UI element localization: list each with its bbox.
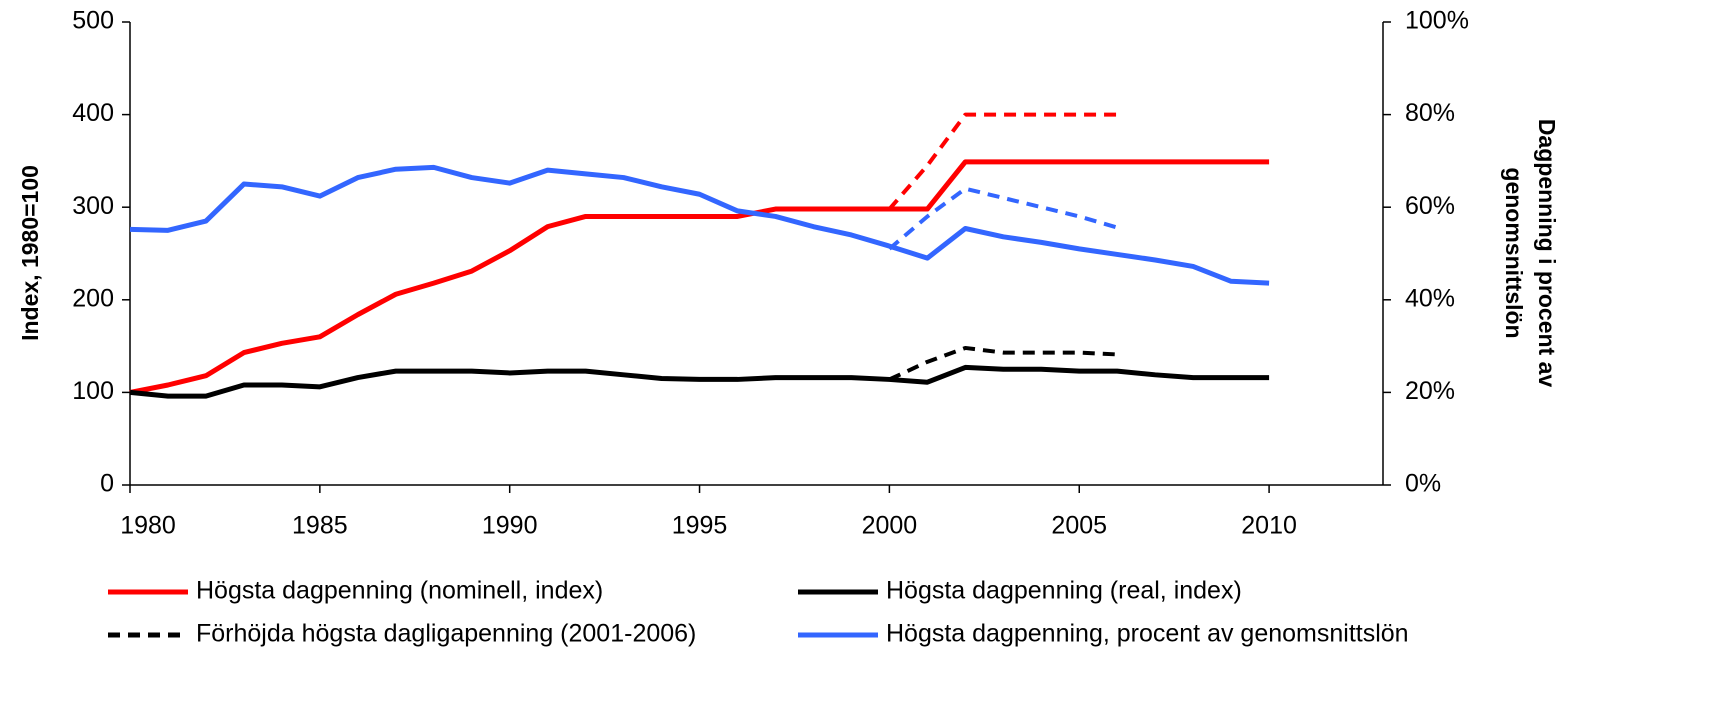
y-tick-label: 500 (72, 7, 114, 35)
x-tick-label: 2005 (1051, 512, 1107, 540)
series-line (129, 164, 1270, 286)
series-line (129, 159, 1270, 395)
y-tick-label: 400 (72, 99, 114, 127)
y-tick-label: 300 (72, 192, 114, 220)
y-axis-title: Index, 1980=100 (17, 165, 43, 341)
y2-tick-label: 60% (1405, 192, 1455, 220)
series-line (888, 345, 1118, 382)
legend-label: Högsta dagpenning (real, index) (886, 577, 1242, 605)
x-tick-label: 1990 (482, 512, 538, 540)
x-tick-label: 1995 (672, 512, 728, 540)
y2-axis-title: Dagpenning i procent av (1534, 119, 1560, 388)
y2-tick-label: 20% (1405, 377, 1455, 405)
y-tick-label: 200 (72, 284, 114, 312)
y2-tick-label: 0% (1405, 470, 1441, 498)
y2-tick-label: 100% (1405, 7, 1469, 35)
legend-label: Högsta dagpenning (nominell, index) (196, 577, 603, 605)
legend-label: Förhöjda högsta dagligapenning (2001-200… (196, 620, 696, 648)
legend-label: Högsta dagpenning, procent av genomsnitt… (886, 620, 1409, 648)
y2-axis-title: genomsnittslön (1501, 167, 1527, 338)
y-tick-label: 0 (100, 470, 114, 498)
series-line (888, 186, 1118, 251)
x-tick-label: 1980 (120, 512, 176, 540)
series-line (129, 364, 1270, 399)
y-tick-label: 100 (72, 377, 114, 405)
x-tick-label: 2010 (1241, 512, 1297, 540)
x-tick-label: 2000 (862, 512, 918, 540)
y2-tick-label: 40% (1405, 284, 1455, 312)
x-tick-label: 1985 (292, 512, 348, 540)
y2-tick-label: 80% (1405, 99, 1455, 127)
